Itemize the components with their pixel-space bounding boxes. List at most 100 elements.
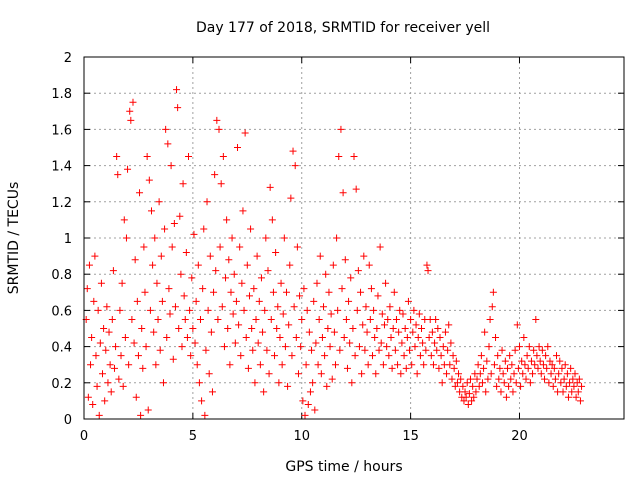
data-point (422, 346, 430, 354)
data-point (532, 315, 540, 323)
data-point (566, 379, 574, 387)
data-point (424, 267, 432, 275)
data-point (518, 357, 526, 365)
data-point (310, 297, 318, 305)
data-point (234, 144, 242, 151)
data-point (346, 339, 354, 347)
data-point (463, 379, 471, 387)
data-point (199, 285, 207, 293)
data-point (411, 343, 419, 351)
data-point (371, 334, 379, 342)
data-point (158, 297, 166, 305)
data-point (138, 325, 146, 332)
data-point (510, 370, 518, 378)
data-point (488, 303, 496, 311)
data-point (457, 375, 465, 383)
data-point (266, 183, 274, 191)
data-point (533, 352, 541, 360)
data-point (476, 370, 484, 378)
data-point (541, 375, 549, 383)
y-tick-label: 0.6 (51, 304, 72, 319)
data-point (212, 267, 220, 275)
data-point (534, 364, 542, 372)
data-point (252, 315, 260, 323)
data-point (508, 361, 516, 369)
data-point (482, 388, 490, 396)
data-point (145, 176, 153, 184)
data-point (524, 364, 532, 372)
data-point (150, 328, 158, 336)
data-point (383, 343, 391, 351)
data-point (281, 343, 289, 351)
data-point (119, 382, 127, 390)
data-point (494, 352, 502, 360)
data-point (232, 297, 240, 305)
data-point (315, 315, 323, 323)
data-point (185, 153, 193, 161)
y-tick-label: 1 (64, 232, 72, 247)
x-tick-label: 0 (80, 429, 88, 444)
data-point (515, 343, 523, 351)
data-point (382, 279, 390, 287)
data-point (293, 243, 301, 251)
data-point (260, 388, 268, 396)
data-point (170, 220, 178, 228)
data-point (213, 116, 221, 124)
data-point (350, 153, 358, 161)
data-point (555, 370, 563, 378)
data-point (562, 382, 570, 390)
data-point (542, 352, 550, 360)
data-point (261, 306, 269, 314)
data-point (192, 297, 200, 305)
data-point (481, 328, 489, 336)
data-point (347, 274, 355, 282)
data-point (560, 375, 568, 383)
data-point (506, 352, 514, 360)
data-point (174, 104, 182, 112)
data-point (427, 352, 435, 360)
data-point (323, 382, 331, 390)
data-point (169, 355, 177, 363)
data-point (105, 328, 113, 336)
data-point (466, 375, 474, 383)
data-point (264, 267, 272, 275)
data-point (303, 306, 311, 314)
data-point (396, 306, 404, 314)
data-point (279, 310, 287, 318)
data-point (112, 343, 120, 351)
data-point (104, 379, 112, 387)
data-point (206, 252, 214, 260)
data-point (384, 315, 392, 323)
data-point (236, 243, 244, 251)
data-point (408, 361, 416, 369)
data-point (256, 361, 264, 369)
data-point (545, 379, 553, 387)
data-point (95, 411, 103, 419)
data-point (501, 357, 509, 365)
data-point (351, 352, 359, 360)
data-point (345, 297, 353, 305)
data-point (193, 361, 201, 369)
data-point (157, 252, 165, 260)
data-point (122, 234, 130, 242)
data-point (415, 310, 423, 318)
data-point (425, 334, 433, 342)
data-point (296, 292, 304, 300)
data-point (378, 310, 386, 318)
data-point (249, 346, 257, 354)
data-point (227, 288, 235, 296)
data-point (486, 315, 494, 323)
data-point (254, 339, 262, 347)
data-point (179, 180, 187, 188)
data-point (286, 261, 294, 269)
data-point (386, 303, 394, 311)
data-point (397, 370, 405, 378)
data-point (507, 375, 515, 383)
y-tick-label: 1.8 (51, 87, 72, 102)
data-point (409, 328, 417, 336)
x-tick-label: 10 (293, 429, 310, 444)
data-point (462, 393, 470, 401)
data-point (211, 171, 219, 179)
data-point (398, 339, 406, 347)
data-point (509, 388, 517, 396)
